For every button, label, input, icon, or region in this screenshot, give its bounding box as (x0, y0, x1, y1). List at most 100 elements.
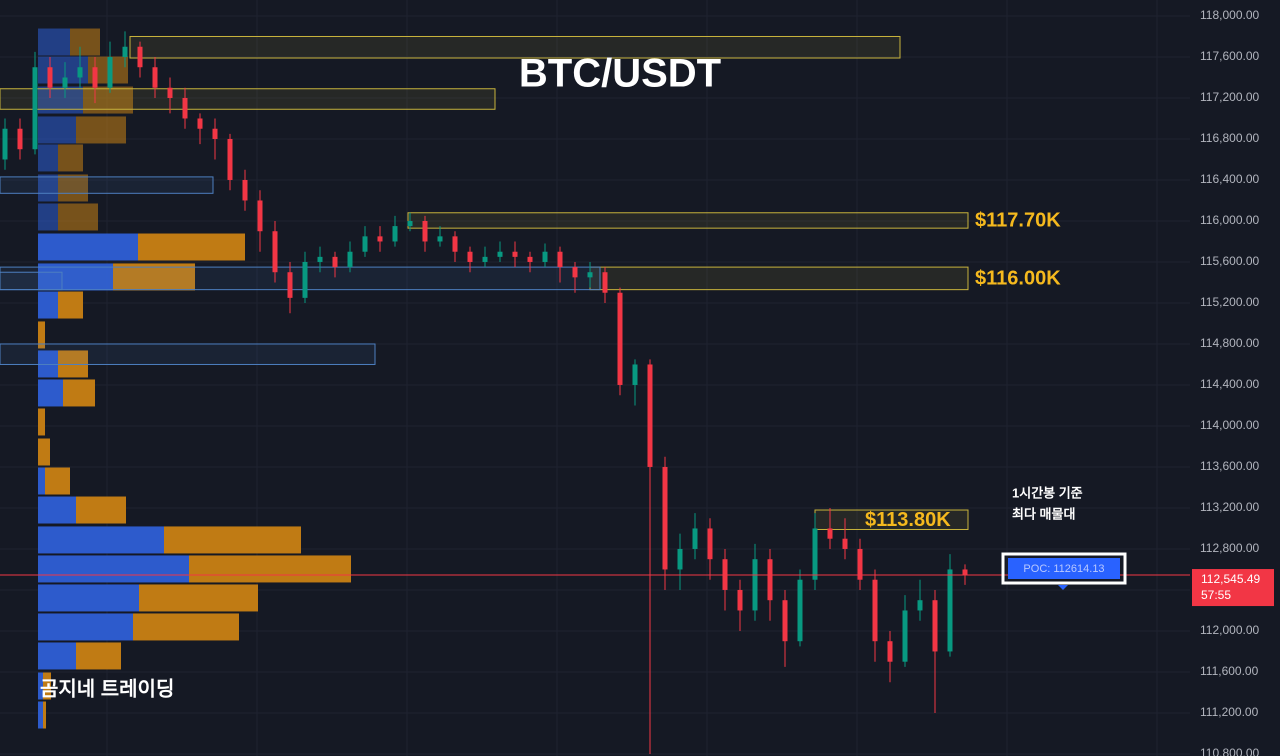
volume-profile-bar (38, 203, 58, 231)
poc-pointer (1058, 585, 1068, 591)
candle-body (542, 251, 548, 262)
y-tick-label: 113,200.00 (1200, 500, 1259, 514)
candle-body (242, 179, 248, 201)
candle-body (497, 251, 503, 257)
candle-body (902, 610, 908, 662)
candle-body (362, 236, 368, 252)
y-tick-label: 112,800.00 (1200, 541, 1259, 555)
volume-profile-bar (45, 467, 70, 495)
y-tick-label: 115,200.00 (1200, 295, 1259, 309)
candle-body (452, 236, 458, 252)
candle-body (302, 261, 308, 298)
candle-body (572, 267, 578, 278)
candle-body (437, 236, 443, 242)
candle-body (77, 67, 83, 78)
y-tick-label: 111,200.00 (1200, 705, 1259, 719)
zone-label: $113.80K (865, 509, 951, 531)
candle-body (692, 528, 698, 549)
y-tick-label: 117,200.00 (1200, 90, 1259, 104)
volume-profile-bar (38, 555, 189, 583)
candle-body (137, 46, 143, 68)
y-tick-label: 114,800.00 (1200, 336, 1259, 350)
last-price-label: 112,545.49 (1201, 572, 1260, 586)
candle-body (872, 579, 878, 642)
candle-body (602, 272, 608, 293)
zone (129, 35, 901, 59)
volume-profile-bar (76, 116, 126, 144)
candle-body (842, 538, 848, 549)
candle-body (707, 528, 713, 560)
candle-body (377, 236, 383, 242)
candle-body (857, 548, 863, 580)
candle-body (797, 579, 803, 642)
candle-body (887, 641, 893, 662)
volume-profile-bar (138, 233, 245, 261)
candle-body (557, 251, 563, 268)
zone (0, 266, 601, 291)
volume-profile-bar (38, 116, 76, 144)
volume-profile-bar (38, 584, 139, 612)
zone (0, 176, 214, 194)
candle-body (47, 67, 53, 88)
candle-body (167, 87, 173, 98)
volume-profile-bar (38, 379, 63, 407)
volume-profile-bar (38, 701, 43, 729)
candle-body (287, 272, 293, 298)
candle-body (677, 548, 683, 570)
candle-body (812, 528, 818, 580)
candle-body (467, 251, 473, 262)
candle-body (587, 272, 593, 278)
volume-profile-bar (58, 144, 83, 172)
candle-body (272, 231, 278, 273)
candle-body (527, 256, 533, 262)
annotation: 최다 매물대 (1012, 506, 1075, 521)
volume-profile-bar (133, 613, 239, 641)
candle-body (617, 292, 623, 385)
poc-box (1008, 558, 1120, 580)
volume-profile-bar (139, 584, 258, 612)
zone-label: $116.00K (975, 268, 1061, 290)
poc-label: POC: 112614.13 (1023, 563, 1104, 575)
volume-profile-bar (38, 291, 58, 319)
candle-body (2, 128, 8, 160)
zone-label: $117.70K (975, 210, 1061, 232)
volume-profile-bar (38, 350, 58, 378)
volume-profile-bar (38, 144, 58, 172)
zone (0, 343, 376, 365)
candle-body (182, 97, 188, 119)
volume-profile-bar (58, 291, 83, 319)
chart-title: BTC/USDT (519, 52, 721, 96)
candle-body (152, 67, 158, 88)
zone (0, 271, 63, 291)
y-tick-label: 111,600.00 (1200, 664, 1259, 678)
candle-body (752, 559, 758, 611)
candle-body (932, 600, 938, 652)
candle-body (917, 600, 923, 611)
poc-frame (1001, 552, 1127, 585)
y-tick-label: 115,600.00 (1200, 254, 1259, 268)
candle-body (332, 256, 338, 268)
candle-body (212, 128, 218, 139)
volume-profile-bar (189, 555, 351, 583)
last-price-tag (1192, 569, 1274, 607)
volume-profile-bar (76, 642, 121, 670)
volume-profile-bar (38, 408, 45, 436)
zone (407, 212, 969, 229)
candle-body (32, 67, 38, 150)
candle-body (107, 56, 113, 88)
candle-body (62, 77, 68, 88)
candle-body (482, 256, 488, 262)
candle-body (392, 226, 398, 242)
y-tick-label: 112,000.00 (1200, 623, 1259, 637)
volume-profile-bar (58, 203, 98, 231)
annotation: 1시간봉 기준 (1012, 485, 1083, 500)
volume-profile-bar (164, 526, 301, 554)
candle-body (227, 138, 233, 180)
volume-profile-bar (58, 174, 88, 202)
countdown: 57:55 (1201, 588, 1231, 602)
y-tick-label: 114,000.00 (1200, 418, 1259, 432)
candle-body (662, 466, 668, 570)
volume-profile-bar (43, 672, 51, 700)
